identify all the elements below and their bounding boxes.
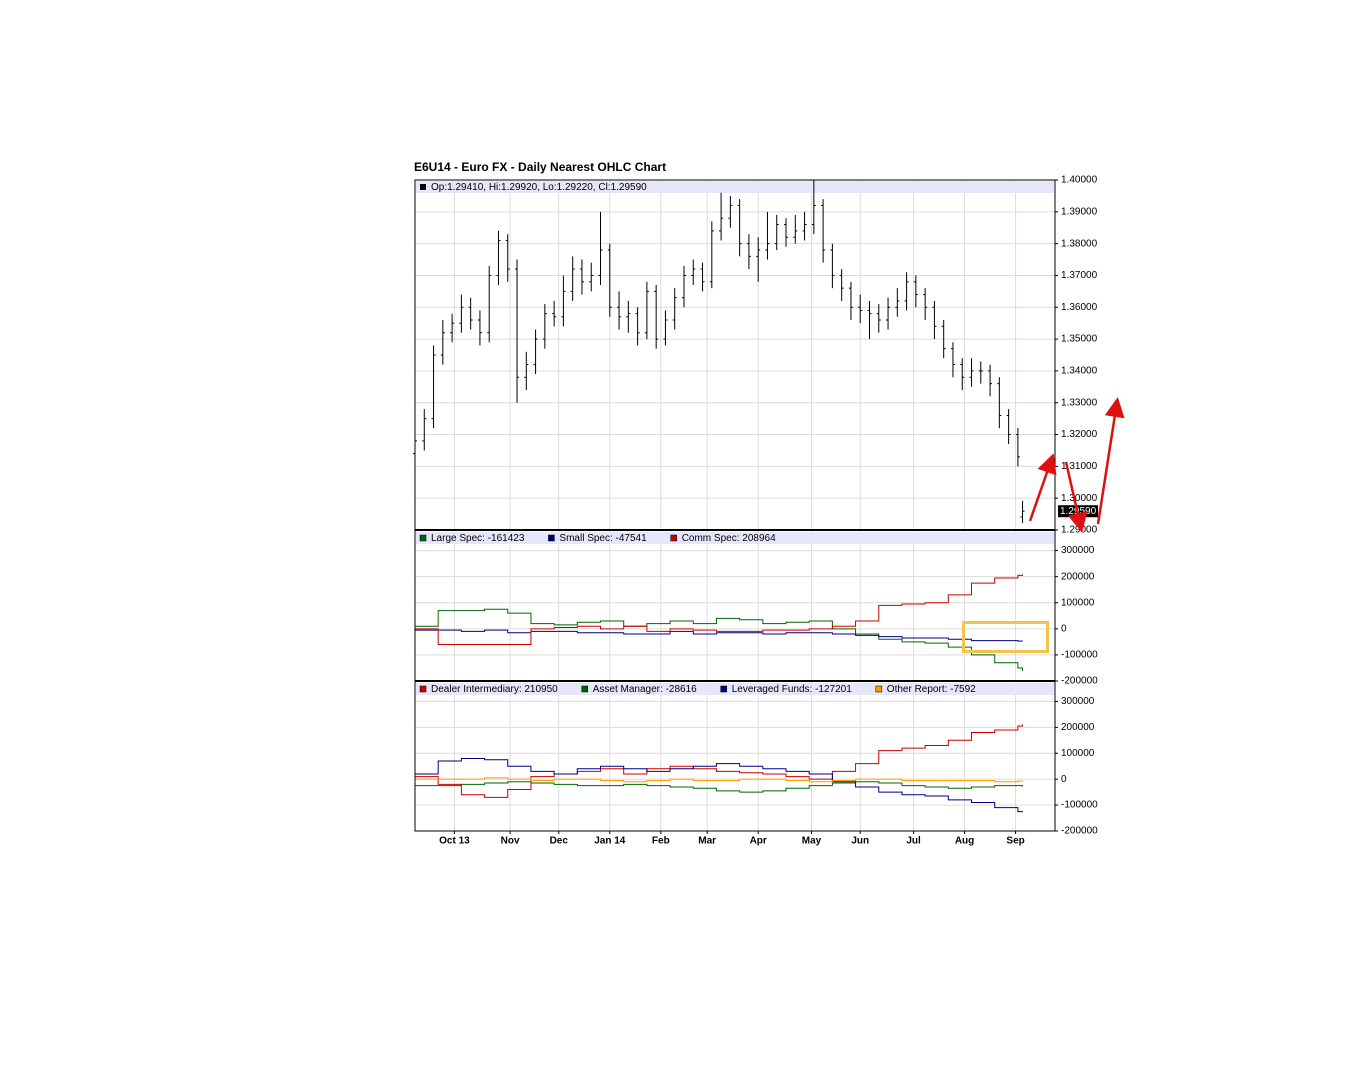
x-tick-label: Feb: [652, 836, 670, 847]
annotation-arrow: [1064, 461, 1088, 533]
x-tick-label: Jan 14: [594, 836, 626, 847]
y-tick-label: 1.39000: [1061, 206, 1098, 217]
x-tick-label: May: [802, 836, 822, 847]
step-line: [415, 757, 1024, 813]
step-line: [415, 629, 1024, 642]
y-tick-label: 1.31000: [1061, 461, 1098, 472]
annotation-arrow: [1096, 397, 1125, 525]
legend-swatch: [419, 685, 427, 693]
y-tick-label: 100000: [1061, 597, 1095, 608]
x-tick-label: Jul: [906, 836, 921, 847]
step-line: [415, 781, 1024, 793]
legend-text: Leveraged Funds: -127201: [732, 684, 853, 695]
legend-swatch: [419, 534, 427, 542]
y-tick-label: -100000: [1061, 800, 1098, 811]
y-tick-label: 300000: [1061, 545, 1095, 556]
x-tick-label: Dec: [550, 836, 569, 847]
x-tick-label: Sep: [1006, 836, 1024, 847]
y-tick-label: 300000: [1061, 696, 1095, 707]
legend-band: [416, 683, 1054, 695]
y-tick-label: -200000: [1061, 676, 1098, 687]
x-tick-label: Oct 13: [439, 836, 470, 847]
legend-text: Small Spec: -47541: [559, 533, 647, 544]
legend-text: Comm Spec: 208964: [682, 533, 776, 544]
y-tick-label: 1.33000: [1061, 397, 1098, 408]
chart-title: E6U14 - Euro FX - Daily Nearest OHLC Cha…: [414, 160, 666, 174]
plot-frame: [414, 179, 1056, 832]
legend-text: Op:1.29410, Hi:1.29920, Lo:1.29220, Cl:1…: [431, 182, 647, 193]
x-tick-label: Aug: [955, 836, 974, 847]
legend-swatch: [670, 534, 677, 542]
x-tick-label: Mar: [698, 836, 716, 847]
legend-text: Asset Manager: -28616: [593, 684, 697, 695]
panel-background: [415, 531, 1055, 681]
legend-swatch: [420, 184, 426, 190]
step-line: [415, 724, 1024, 798]
y-tick-label: 1.40000: [1061, 175, 1098, 186]
annotation-arrow: [1028, 453, 1057, 522]
y-tick-label: -100000: [1061, 650, 1098, 661]
y-tick-label: 1.35000: [1061, 334, 1098, 345]
step-line: [415, 574, 1024, 645]
y-tick-label: 0: [1061, 774, 1067, 785]
y-tick-label: 1.34000: [1061, 366, 1098, 377]
x-tick-label: Apr: [750, 836, 767, 847]
y-tick-label: 1.29000: [1061, 525, 1098, 536]
x-tick-label: Nov: [501, 836, 520, 847]
legend-swatch: [875, 685, 883, 693]
step-line: [415, 777, 1024, 783]
highlight-box: [962, 621, 1049, 653]
legend-band: [416, 532, 1054, 544]
panel-background: [415, 682, 1055, 831]
step-line: [415, 608, 1024, 671]
legend-swatch: [581, 685, 588, 693]
legend-swatch: [720, 685, 727, 693]
y-tick-label: 1.30000: [1061, 493, 1098, 504]
y-tick-label: 1.38000: [1061, 238, 1098, 249]
panel-background: [415, 180, 1055, 530]
y-tick-label: 1.36000: [1061, 302, 1098, 313]
y-tick-label: 0: [1061, 623, 1067, 634]
y-tick-label: 200000: [1061, 571, 1095, 582]
y-tick-label: -200000: [1061, 826, 1098, 837]
y-tick-label: 1.37000: [1061, 270, 1098, 281]
y-tick-label: 200000: [1061, 722, 1095, 733]
legend-text: Dealer Intermediary: 210950: [431, 684, 558, 695]
y-tick-label: 1.32000: [1061, 429, 1098, 440]
y-tick-label: 100000: [1061, 748, 1095, 759]
legend-band: [416, 181, 1054, 193]
legend-text: Large Spec: -161423: [431, 533, 525, 544]
x-tick-label: Jun: [851, 836, 869, 847]
legend-text: Other Report: -7592: [887, 684, 976, 695]
plot-area: 1.29000 1.30000 1.31000 1.32000 1.33000 1.340…: [413, 175, 1098, 847]
legend-swatch: [548, 534, 555, 542]
